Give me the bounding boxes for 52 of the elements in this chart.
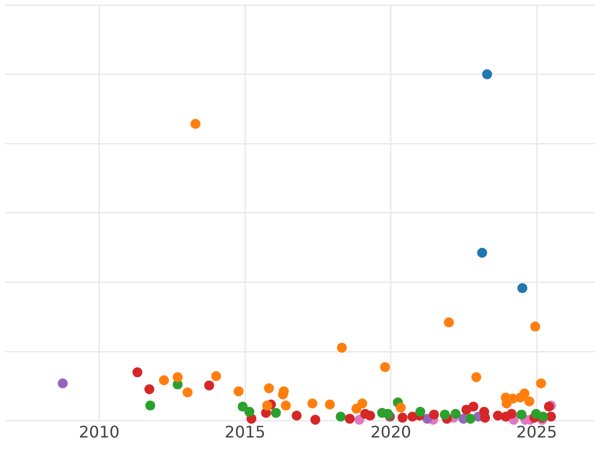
point [264,383,274,394]
point [530,322,540,332]
point [382,408,393,419]
point [365,410,376,421]
point [429,410,440,420]
point [158,375,169,386]
point [415,406,426,417]
point [506,408,517,419]
point [524,396,534,406]
point [58,378,68,388]
point [234,386,244,396]
point [132,367,142,378]
x-tick-label: 2015 [224,422,266,442]
point [262,400,272,411]
point [482,69,492,80]
point [357,398,368,408]
point [471,372,482,382]
point [516,410,527,420]
point [145,400,156,411]
point [190,118,200,129]
point [204,380,214,390]
point [244,406,254,417]
point [519,388,530,398]
point [517,283,528,294]
point [480,412,490,423]
point [396,402,406,413]
point [450,408,461,419]
point [238,402,248,412]
point [144,384,154,394]
point [172,372,183,382]
point [336,342,347,353]
point [468,402,478,412]
x-tick-label: 2010 [78,422,120,442]
point [536,378,546,388]
x-tick-label: 2025 [516,422,558,442]
point [292,410,302,421]
point [280,400,291,411]
x-tick-label: 2020 [370,422,412,442]
point [477,248,488,258]
point [336,412,346,422]
point [310,414,320,425]
point [344,414,355,424]
point [270,408,281,418]
point [440,410,450,420]
point [182,387,193,398]
point [211,371,222,382]
point [307,398,318,408]
point [444,317,454,328]
point [398,412,408,423]
point [380,362,390,372]
point [324,400,335,410]
point [465,414,476,424]
